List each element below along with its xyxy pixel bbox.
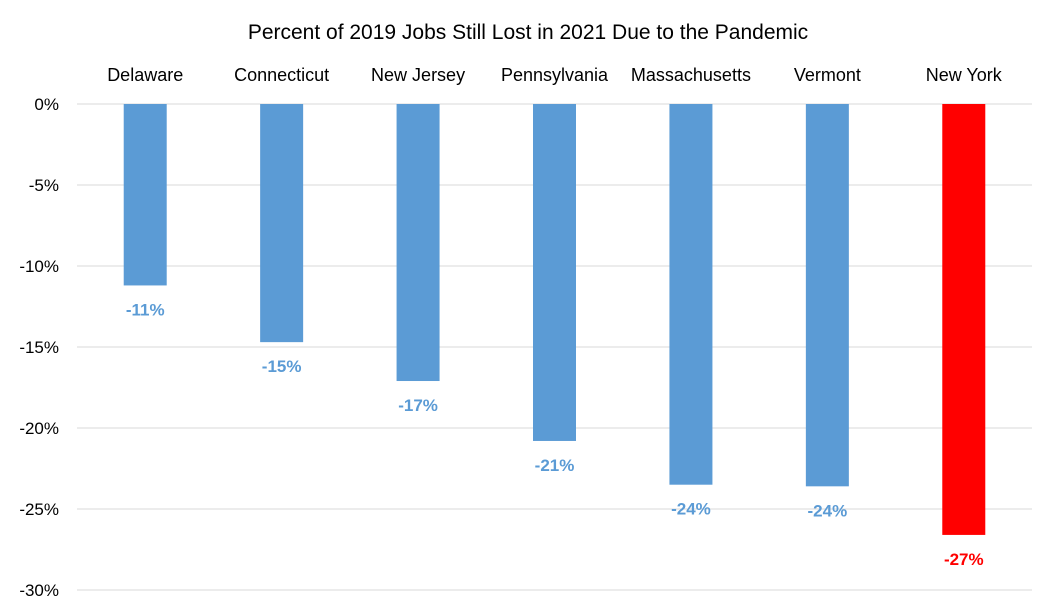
y-tick-label: -30% [19, 581, 59, 600]
data-label: -27% [944, 550, 984, 569]
y-tick-label: -20% [19, 419, 59, 438]
y-axis-tick-labels: 0% -5% -10% -15% -20% -25% -30% [19, 95, 59, 600]
data-label: -11% [126, 300, 165, 319]
y-tick-label: -25% [19, 500, 59, 519]
chart-title: Percent of 2019 Jobs Still Lost in 2021 … [248, 21, 808, 44]
bar [123, 104, 167, 286]
y-tick-label: 0% [34, 95, 59, 114]
category-label: Connecticut [234, 65, 329, 85]
category-label: New York [926, 65, 1003, 85]
bar [669, 104, 713, 485]
category-label: Massachusetts [631, 65, 751, 85]
category-label: Vermont [794, 65, 861, 85]
bars [123, 104, 986, 535]
bar [533, 104, 576, 441]
y-tick-label: -5% [29, 176, 59, 195]
bar [260, 104, 304, 343]
data-label: -15% [262, 357, 302, 376]
category-label: New Jersey [371, 65, 465, 85]
bar [396, 104, 440, 382]
bar [942, 104, 986, 535]
data-label: -21% [535, 456, 575, 475]
bar [805, 104, 849, 487]
y-tick-label: -10% [19, 257, 59, 276]
data-labels: -11% -15% -17% -21% -24% -24% -27% [126, 300, 984, 568]
category-labels: Delaware Connecticut New Jersey Pennsylvani… [107, 65, 1003, 85]
data-label: -17% [398, 396, 438, 415]
category-label: Delaware [107, 65, 183, 85]
category-label: Pennsylvania [501, 65, 609, 85]
data-label: -24% [808, 501, 848, 520]
y-tick-label: -15% [19, 338, 59, 357]
data-label: -24% [671, 500, 711, 519]
